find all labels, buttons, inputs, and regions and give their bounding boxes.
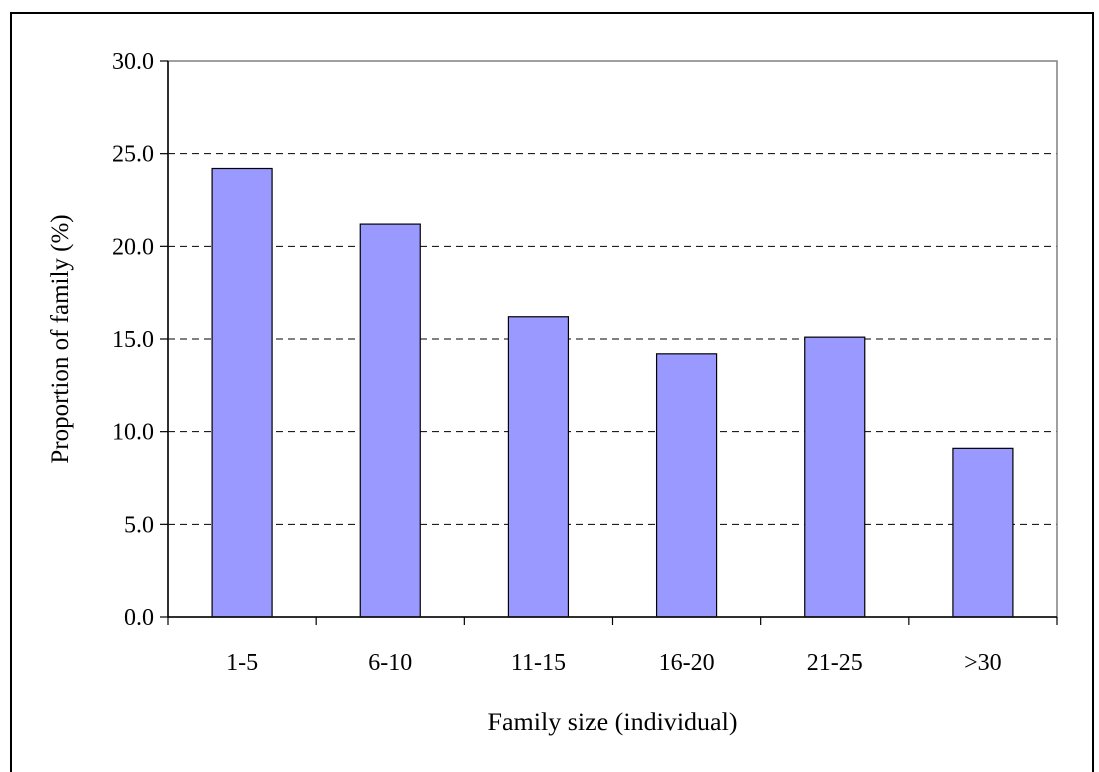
gridlines: [168, 153, 1057, 525]
bar-1: [359, 223, 421, 618]
x-tick-label-1: 6-10: [368, 650, 412, 676]
y-tick-label-0: 0.0: [124, 605, 154, 631]
y-axis-label: Proportion of family (%): [47, 214, 74, 463]
x-tick-label-4: 21-25: [807, 650, 863, 676]
y-tick-label-5: 25.0: [112, 142, 154, 168]
bar-0: [211, 167, 273, 618]
y-tick-label-2: 10.0: [112, 420, 154, 446]
bar-4: [804, 336, 866, 618]
bar-3: [655, 353, 718, 618]
x-tick-label-3: 16-20: [659, 650, 715, 676]
y-tick-label-6: 30.0: [112, 49, 154, 75]
x-axis-label: Family size (individual): [488, 709, 738, 736]
bar-5: [952, 447, 1014, 618]
bar-2: [507, 316, 570, 618]
y-tick-labels: 0.0 5.0 10.0 15.0 20.0 25.0 30.0: [112, 49, 154, 631]
x-tick-label-5: >30: [964, 650, 1002, 676]
x-tick-label-2: 11-15: [511, 650, 566, 676]
bars: [211, 167, 1014, 618]
y-tick-label-3: 15.0: [112, 327, 154, 353]
x-tick-label-0: 1-5: [226, 650, 258, 676]
x-tick-labels: 1-5 6-10 11-15 16-20 21-25 >30: [226, 650, 1002, 676]
y-tick-label-4: 20.0: [112, 234, 154, 260]
y-tick-label-1: 5.0: [124, 512, 154, 538]
axes: [160, 60, 1058, 625]
